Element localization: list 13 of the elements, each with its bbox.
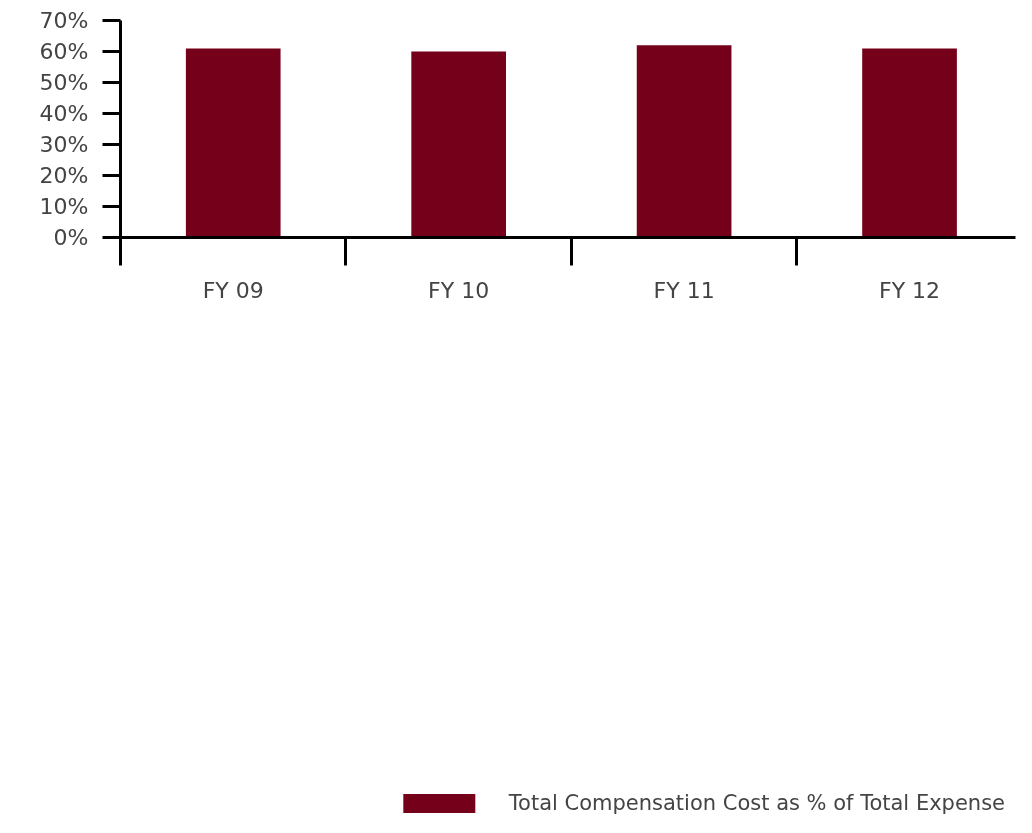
y-tick-label: 0%: [53, 225, 89, 250]
y-tick-label: 40%: [39, 101, 89, 126]
x-tick-label: FY 10: [428, 277, 490, 303]
x-tick-label: FY 09: [202, 277, 264, 303]
y-tick-label: 10%: [39, 194, 89, 219]
y-tick-label: 50%: [39, 70, 89, 95]
y-tick-label: 20%: [39, 163, 89, 188]
x-tick-label: FY 11: [653, 277, 715, 303]
x-tick-label: FY 12: [879, 277, 941, 303]
legend-label: Total Compensation Cost as % of Total Expense: [508, 791, 1005, 815]
y-tick-label: 70%: [39, 8, 89, 33]
y-tick-label: 60%: [39, 39, 89, 64]
y-tick-label: 30%: [39, 132, 89, 157]
